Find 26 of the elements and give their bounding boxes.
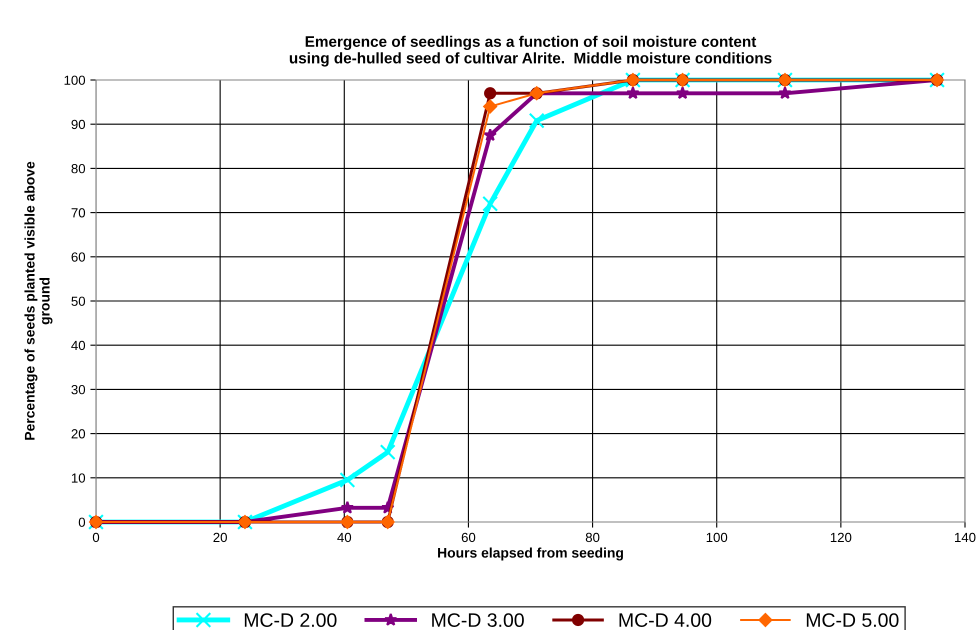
y-tick-label: 0 bbox=[78, 518, 86, 527]
legend-label: MC-D 5.00 bbox=[806, 613, 899, 627]
y-tick-label: 50 bbox=[71, 296, 86, 306]
y-tick-label: 60 bbox=[72, 252, 86, 262]
x-tick-label: 120 bbox=[830, 532, 852, 542]
y-axis-title: Percentage of seeds planted visible above ground bbox=[24, 162, 52, 440]
y-tick-label: 100 bbox=[64, 76, 86, 85]
chart-title: Emergence of seedlings as a function of soil moisture content using de-hulled seed of cultivar Alrite. Middle moisture conditions bbox=[290, 36, 772, 67]
x-tick-label: 0 bbox=[92, 532, 100, 542]
y-tick-label: 40 bbox=[71, 340, 86, 350]
y-tick-label: 30 bbox=[71, 384, 86, 394]
x-tick-label: 100 bbox=[706, 532, 728, 542]
x-tick-label: 60 bbox=[462, 532, 476, 542]
y-tick-label: 70 bbox=[72, 208, 86, 218]
y-tick-label: 90 bbox=[72, 120, 86, 130]
y-tick-label: 10 bbox=[72, 473, 86, 483]
legend-label: MC-D 2.00 bbox=[244, 613, 337, 627]
x-tick-label: 140 bbox=[955, 532, 976, 542]
legend-label: MC-D 4.00 bbox=[620, 613, 712, 627]
y-tick-label: 80 bbox=[71, 164, 86, 174]
x-tick-label: 40 bbox=[337, 532, 352, 542]
x-axis-title: Hours elapsed from seeding bbox=[438, 547, 623, 560]
y-tick-label: 20 bbox=[72, 429, 86, 439]
x-tick-label: 80 bbox=[586, 532, 600, 542]
legend-label: MC-D 3.00 bbox=[432, 613, 524, 627]
x-tick-label: 20 bbox=[213, 532, 227, 542]
